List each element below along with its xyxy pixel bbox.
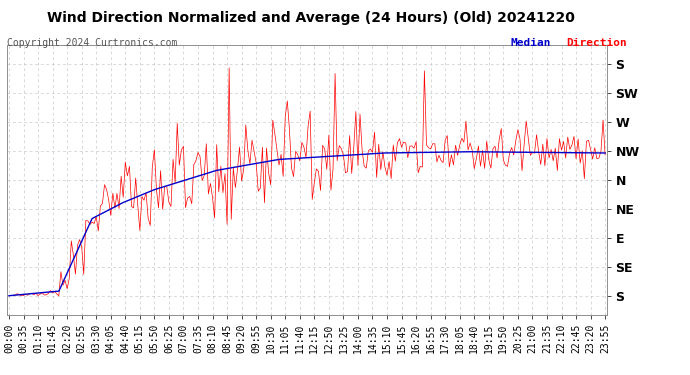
Text: Direction: Direction bbox=[566, 38, 627, 48]
Text: Wind Direction Normalized and Average (24 Hours) (Old) 20241220: Wind Direction Normalized and Average (2… bbox=[46, 11, 575, 25]
Text: Copyright 2024 Curtronics.com: Copyright 2024 Curtronics.com bbox=[7, 38, 177, 48]
Text: Median: Median bbox=[511, 38, 551, 48]
